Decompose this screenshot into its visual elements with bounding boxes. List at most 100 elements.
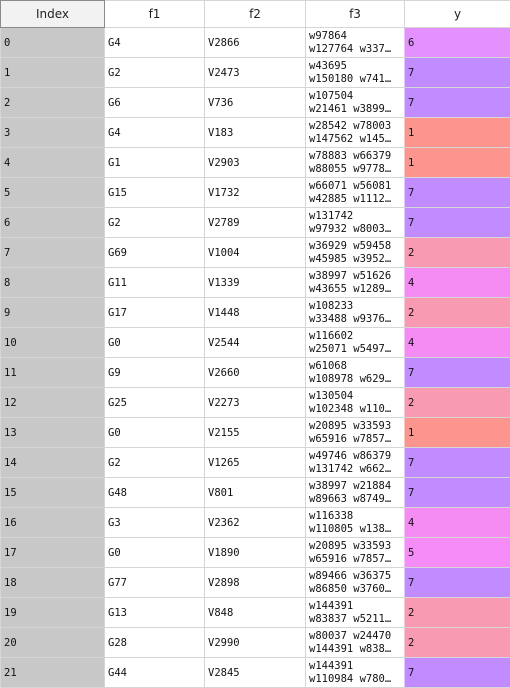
f1-cell[interactable]: G6: [104, 87, 205, 118]
y-cell[interactable]: 7: [404, 57, 510, 88]
row-index-cell[interactable]: 10: [0, 327, 105, 358]
y-cell[interactable]: 7: [404, 447, 510, 478]
f2-cell[interactable]: V2898: [204, 567, 306, 598]
f3-cell[interactable]: w20895 w33593 w65916 w7857…: [305, 537, 405, 568]
f2-cell[interactable]: V183: [204, 117, 306, 148]
f1-cell[interactable]: G11: [104, 267, 205, 298]
row-index-cell[interactable]: 14: [0, 447, 105, 478]
row-index-cell[interactable]: 2: [0, 87, 105, 118]
f2-cell[interactable]: V1339: [204, 267, 306, 298]
y-cell[interactable]: 4: [404, 267, 510, 298]
row-index-cell[interactable]: 17: [0, 537, 105, 568]
y-cell[interactable]: 5: [404, 537, 510, 568]
f1-cell[interactable]: G44: [104, 657, 205, 688]
f3-cell[interactable]: w61068 w108978 w629…: [305, 357, 405, 388]
f2-cell[interactable]: V736: [204, 87, 306, 118]
f1-cell[interactable]: G17: [104, 297, 205, 328]
row-index-cell[interactable]: 8: [0, 267, 105, 298]
row-index-cell[interactable]: 6: [0, 207, 105, 238]
column-header-y[interactable]: y: [404, 0, 510, 28]
f3-cell[interactable]: w66071 w56081 w42885 w1112…: [305, 177, 405, 208]
f3-cell[interactable]: w49746 w86379 w131742 w662…: [305, 447, 405, 478]
y-cell[interactable]: 7: [404, 87, 510, 118]
column-header-f2[interactable]: f2: [204, 0, 306, 28]
f1-cell[interactable]: G15: [104, 177, 205, 208]
y-cell[interactable]: 4: [404, 507, 510, 538]
f3-cell[interactable]: w78883 w66379 w88055 w9778…: [305, 147, 405, 178]
f3-cell[interactable]: w80037 w24470 w144391 w838…: [305, 627, 405, 658]
f1-cell[interactable]: G48: [104, 477, 205, 508]
f1-cell[interactable]: G77: [104, 567, 205, 598]
row-index-cell[interactable]: 1: [0, 57, 105, 88]
y-cell[interactable]: 2: [404, 237, 510, 268]
f1-cell[interactable]: G4: [104, 117, 205, 148]
row-index-cell[interactable]: 21: [0, 657, 105, 688]
f3-cell[interactable]: w89466 w36375 w86850 w3760…: [305, 567, 405, 598]
f2-cell[interactable]: V2544: [204, 327, 306, 358]
row-index-cell[interactable]: 9: [0, 297, 105, 328]
f1-cell[interactable]: G2: [104, 57, 205, 88]
f2-cell[interactable]: V1004: [204, 237, 306, 268]
row-index-cell[interactable]: 12: [0, 387, 105, 418]
f2-cell[interactable]: V2789: [204, 207, 306, 238]
row-index-cell[interactable]: 3: [0, 117, 105, 148]
f1-cell[interactable]: G28: [104, 627, 205, 658]
y-cell[interactable]: 2: [404, 387, 510, 418]
f2-cell[interactable]: V2473: [204, 57, 306, 88]
row-index-cell[interactable]: 19: [0, 597, 105, 628]
f3-cell[interactable]: w107504 w21461 w3899…: [305, 87, 405, 118]
y-cell[interactable]: 7: [404, 177, 510, 208]
y-cell[interactable]: 1: [404, 147, 510, 178]
f2-cell[interactable]: V2903: [204, 147, 306, 178]
y-cell[interactable]: 7: [404, 567, 510, 598]
y-cell[interactable]: 7: [404, 477, 510, 508]
f1-cell[interactable]: G0: [104, 327, 205, 358]
f2-cell[interactable]: V2990: [204, 627, 306, 658]
f1-cell[interactable]: G25: [104, 387, 205, 418]
row-index-cell[interactable]: 20: [0, 627, 105, 658]
f2-cell[interactable]: V2273: [204, 387, 306, 418]
f2-cell[interactable]: V2845: [204, 657, 306, 688]
f1-cell[interactable]: G0: [104, 537, 205, 568]
f3-cell[interactable]: w38997 w51626 w43655 w1289…: [305, 267, 405, 298]
f3-cell[interactable]: w97864 w127764 w337…: [305, 27, 405, 58]
column-header-f3[interactable]: f3: [305, 0, 405, 28]
f2-cell[interactable]: V2866: [204, 27, 306, 58]
f3-cell[interactable]: w144391 w110984 w780…: [305, 657, 405, 688]
y-cell[interactable]: 2: [404, 297, 510, 328]
f3-cell[interactable]: w43695 w150180 w741…: [305, 57, 405, 88]
f3-cell[interactable]: w28542 w78003 w147562 w145…: [305, 117, 405, 148]
column-header-f1[interactable]: f1: [104, 0, 205, 28]
f2-cell[interactable]: V2362: [204, 507, 306, 538]
y-cell[interactable]: 7: [404, 657, 510, 688]
f1-cell[interactable]: G69: [104, 237, 205, 268]
f2-cell[interactable]: V1448: [204, 297, 306, 328]
f1-cell[interactable]: G0: [104, 417, 205, 448]
f3-cell[interactable]: w144391 w83837 w5211…: [305, 597, 405, 628]
f2-cell[interactable]: V1890: [204, 537, 306, 568]
y-cell[interactable]: 7: [404, 207, 510, 238]
y-cell[interactable]: 1: [404, 117, 510, 148]
f3-cell[interactable]: w116338 w110805 w138…: [305, 507, 405, 538]
row-index-cell[interactable]: 11: [0, 357, 105, 388]
y-cell[interactable]: 7: [404, 357, 510, 388]
row-index-cell[interactable]: 15: [0, 477, 105, 508]
y-cell[interactable]: 1: [404, 417, 510, 448]
column-header-index[interactable]: Index: [0, 0, 105, 28]
y-cell[interactable]: 6: [404, 27, 510, 58]
row-index-cell[interactable]: 16: [0, 507, 105, 538]
f2-cell[interactable]: V2155: [204, 417, 306, 448]
f2-cell[interactable]: V1732: [204, 177, 306, 208]
f1-cell[interactable]: G2: [104, 447, 205, 478]
f3-cell[interactable]: w131742 w97932 w8003…: [305, 207, 405, 238]
f3-cell[interactable]: w130504 w102348 w110…: [305, 387, 405, 418]
f1-cell[interactable]: G3: [104, 507, 205, 538]
f2-cell[interactable]: V2660: [204, 357, 306, 388]
row-index-cell[interactable]: 0: [0, 27, 105, 58]
f3-cell[interactable]: w38997 w21884 w89663 w8749…: [305, 477, 405, 508]
f1-cell[interactable]: G1: [104, 147, 205, 178]
y-cell[interactable]: 2: [404, 627, 510, 658]
f3-cell[interactable]: w20895 w33593 w65916 w7857…: [305, 417, 405, 448]
y-cell[interactable]: 4: [404, 327, 510, 358]
